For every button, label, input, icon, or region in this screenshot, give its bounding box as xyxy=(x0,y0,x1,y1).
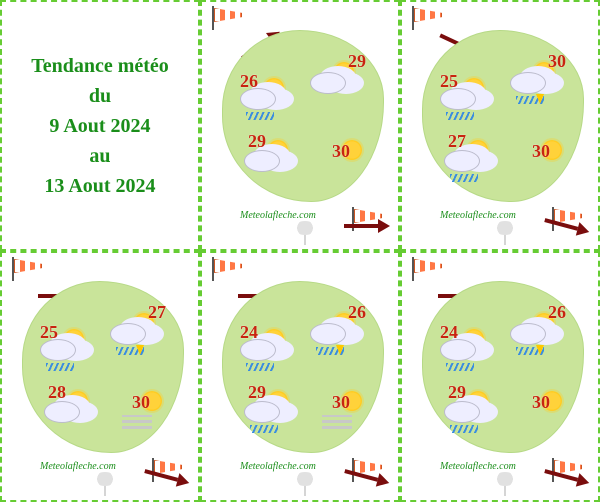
temp-se: 30 xyxy=(132,393,150,411)
credit-text: Meteolafleche.com xyxy=(440,210,516,221)
temp-nw: 26 xyxy=(240,72,258,90)
day-panel-0: 26 29 29 30 Meteolafleche.com xyxy=(200,0,400,251)
windsock-icon xyxy=(210,257,240,281)
forecast-grid: Tendance météo du 9 Aout 2024 au 13 Aout… xyxy=(0,0,600,502)
title-line: Tendance météo xyxy=(31,55,169,77)
title-line: au xyxy=(89,145,110,167)
temp-nw: 25 xyxy=(440,72,458,90)
tree-icon xyxy=(290,221,320,245)
day-panel-2: 25 27 28 30 Meteolafleche.com xyxy=(0,251,200,502)
windsock-icon xyxy=(410,6,440,30)
temp-nw: 24 xyxy=(440,323,458,341)
credit-text: Meteolafleche.com xyxy=(240,210,316,221)
day-panel-4: 24 26 29 30 Meteolafleche.com xyxy=(400,251,600,502)
tree-icon xyxy=(490,472,520,496)
temp-nw: 24 xyxy=(240,323,258,341)
windsock-icon xyxy=(210,6,240,30)
windsock-icon xyxy=(410,257,440,281)
temp-sw: 29 xyxy=(248,132,266,150)
temp-ne: 26 xyxy=(548,303,566,321)
temp-nw: 25 xyxy=(40,323,58,341)
credit-text: Meteolafleche.com xyxy=(440,461,516,472)
title-cell: Tendance météo du 9 Aout 2024 au 13 Aout… xyxy=(0,0,200,251)
windsock-icon xyxy=(10,257,40,281)
temp-ne: 26 xyxy=(348,303,366,321)
temp-ne: 29 xyxy=(348,52,366,70)
tree-icon xyxy=(290,472,320,496)
credit-text: Meteolafleche.com xyxy=(240,461,316,472)
temp-se: 30 xyxy=(332,142,350,160)
tree-icon xyxy=(490,221,520,245)
tree-icon xyxy=(90,472,120,496)
title-text: Tendance météo du 9 Aout 2024 au 13 Aout… xyxy=(31,51,169,201)
day-panel-1: 25 30 27 30 Meteolafleche.com xyxy=(400,0,600,251)
title-line: 13 Aout 2024 xyxy=(44,175,155,197)
temp-ne: 30 xyxy=(548,52,566,70)
credit-text: Meteolafleche.com xyxy=(40,461,116,472)
temp-se: 30 xyxy=(332,393,350,411)
title-line: du xyxy=(89,85,111,107)
temp-sw: 27 xyxy=(448,132,466,150)
day-panel-3: 24 26 29 30 Meteolafleche.com xyxy=(200,251,400,502)
temp-se: 30 xyxy=(532,142,550,160)
temp-sw: 29 xyxy=(448,383,466,401)
temp-ne: 27 xyxy=(148,303,166,321)
title-line: 9 Aout 2024 xyxy=(49,115,150,137)
wind-arrow-icon xyxy=(344,219,390,233)
temp-se: 30 xyxy=(532,393,550,411)
temp-sw: 29 xyxy=(248,383,266,401)
temp-sw: 28 xyxy=(48,383,66,401)
